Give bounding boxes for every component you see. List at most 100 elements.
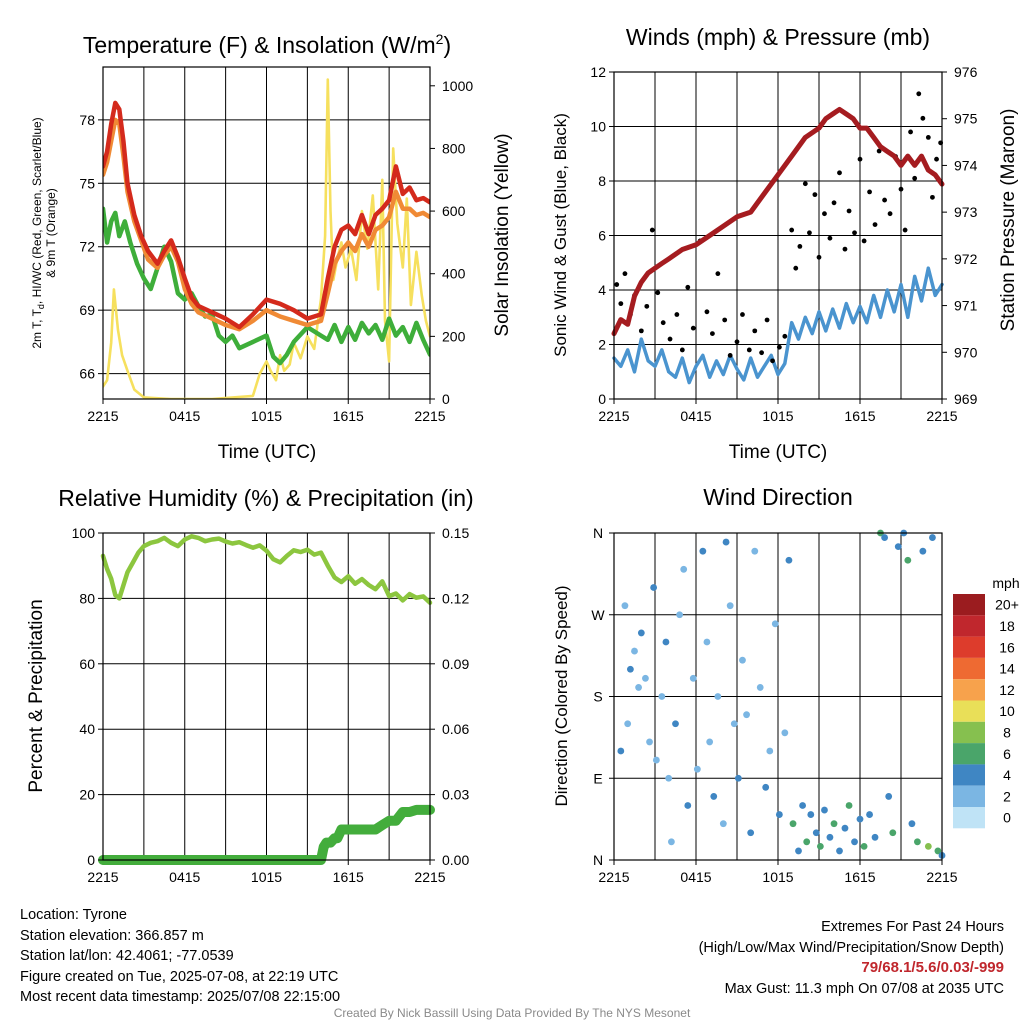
direction-point [885,793,893,800]
direction-point [795,847,802,855]
gust-point [842,246,848,252]
pressure-y2-tick-label: 972 [954,251,978,267]
colorbar-swatch [953,764,985,786]
direction-point [714,693,722,700]
temp-y-tick-label: 69 [79,302,95,318]
wind-y-tick-label: 6 [598,228,606,244]
direction-point [751,547,759,555]
gust-point [852,230,857,236]
direction-point [914,838,921,846]
colorbar-swatch [953,636,985,658]
direction-point [904,556,912,564]
gust-point [902,227,908,233]
direction-point [699,547,707,555]
gust-point [622,271,628,277]
direction-point [851,838,858,846]
direction-point [845,802,853,809]
x-tick-label: 1615 [844,869,875,885]
gust-point [797,244,803,249]
insolation-y2-tick-label: 1000 [442,78,473,94]
humidity-y-tick-label: 40 [79,721,95,737]
colorbar-swatch [953,657,985,680]
direction-point [866,811,873,818]
colorbar-label: 8 [1003,724,1011,740]
precip-y2-tick-label: 0.06 [442,721,469,737]
direction-panel: Wind Direction 2215 0415 1015 1615 2215NESWN… [552,484,1020,885]
direction-point [624,720,632,728]
direction-point [739,656,746,664]
elevation-text: Station elevation: 366.857 m [20,927,204,944]
gust-point [746,347,752,353]
colorbar-label: 16 [999,639,1015,655]
gust-point [793,265,799,271]
direction-point [743,711,750,719]
direction-point [929,534,936,541]
direction-point [693,765,701,773]
x-tick-label: 2215 [414,869,445,885]
gust-point [685,284,691,290]
colorbar-label: 4 [1003,767,1011,783]
direction-point [637,629,645,637]
location-text: Location: Tyrone [20,907,127,923]
gust-point [908,129,913,135]
pressure-y2-axis-label: Station Pressure (Maroon) [998,109,1019,332]
temperature-title: Temperature (F) & Insolation (W/m2) [83,31,451,58]
colorbar-label: 14 [999,661,1015,677]
gust-point [618,301,624,307]
gust-point [872,222,878,228]
colorbar-swatch [953,785,985,807]
x-tick-label: 1615 [333,408,364,424]
gust-point [776,344,782,350]
winds-plot-area: 2215 0415 1015 1615 221502468101296997097197… [590,64,977,424]
direction-point [841,824,849,832]
winds-y-axis-label: Sonic Wind & Gust (Blue, Black) [551,113,570,357]
winds-panel: Winds (mph) & Pressure (mb) 2215 0415 1015… [551,24,1019,463]
direction-point [642,674,649,682]
colorbar-label: 12 [999,682,1015,698]
gust-point [882,197,887,203]
direction-point [856,815,864,823]
direction-point [799,802,806,809]
precip-y2-tick-label: 0.00 [442,852,469,868]
x-tick-label: 0415 [680,408,711,424]
gust-point [614,282,620,287]
pressure-y2-tick-label: 970 [954,344,978,360]
plot-border [613,532,943,861]
gust-point [816,254,822,260]
temp-y-tick-label: 78 [79,112,95,128]
gust-point [674,312,680,317]
x-tick-label: 1615 [844,408,875,424]
gust-point [740,312,745,317]
colorbar-label: 18 [999,618,1015,634]
speed-colorbar: 20+ 18 16 14 12 10 8 6 4 2 0 [953,594,1019,829]
direction-point [836,847,843,855]
colorbar-label: 10 [999,703,1015,719]
x-tick-label: 2215 [926,408,957,424]
x-tick-label: 1015 [762,869,793,885]
temperature-panel: Temperature (F) & Insolation (W/m2) 2215… [30,31,513,463]
colorbar-label: 0 [1003,810,1011,826]
gust-point [727,353,733,358]
gust-point [867,189,872,195]
humidity-y-tick-label: 80 [79,590,95,606]
colorbar-swatch [953,721,985,744]
gust-point [704,309,710,315]
humidity-y-tick-label: 0 [87,852,95,868]
colorbar-swatch [953,700,985,722]
gust-point [925,135,931,140]
gust-point [912,175,918,181]
direction-point [771,620,779,628]
direction-point [658,693,666,700]
direction-y-tick-label: E [593,770,602,786]
direction-point [631,647,638,655]
temperature-x-axis-label: Time (UTC) [218,442,317,463]
temperature-series-line [103,78,430,399]
direction-point [785,556,793,564]
pressure-y2-tick-label: 974 [954,157,978,173]
temp-y-tick-label: 66 [79,366,95,382]
direction-point [747,829,755,837]
precip-y2-tick-label: 0.09 [442,656,469,672]
direction-y-tick-label: S [593,689,602,705]
